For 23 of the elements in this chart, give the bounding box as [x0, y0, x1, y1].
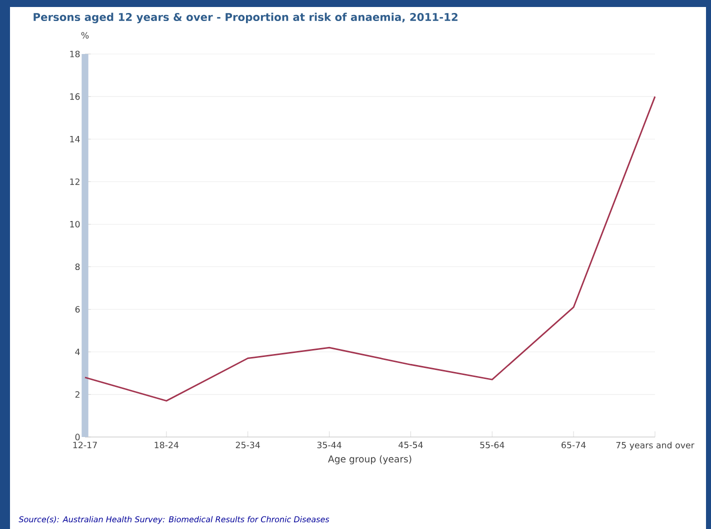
- x-tick-label: 55-64: [480, 442, 504, 448]
- y-tick-label: 16: [70, 93, 80, 100]
- y-tick-label: 2: [75, 391, 80, 398]
- y-tick-label: 0: [75, 434, 80, 440]
- source-note: Source(s): Australian Health Survey: Biomedical Results for Chronic Diseases: [18, 516, 330, 524]
- x-tick-label: 45-54: [398, 442, 423, 448]
- x-axis-title: Age group (years): [328, 455, 412, 464]
- x-tick-label: 12-17: [73, 442, 97, 448]
- x-tick-label: 25-34: [236, 442, 260, 448]
- y-tick-label: 14: [70, 136, 80, 142]
- x-tick-label: 35-44: [317, 442, 342, 448]
- y-tick-label: 4: [75, 348, 80, 356]
- y-tick-label: 18: [70, 50, 80, 58]
- y-axis-title: %: [81, 32, 89, 39]
- line-series: [84, 96, 656, 402]
- y-tick-label: 6: [75, 306, 80, 313]
- y-tick-label: 10: [70, 220, 80, 228]
- x-tick-label: 65-74: [562, 442, 586, 448]
- x-tick-label: 18-24: [154, 442, 179, 448]
- y-tick-label: 12: [70, 178, 80, 185]
- x-tick-label: 75 years and over: [616, 442, 694, 450]
- chart-title: Persons aged 12 years & over - Proportion at risk of anaemia, 2011-12: [34, 12, 458, 24]
- y-tick-label: 8: [75, 264, 80, 270]
